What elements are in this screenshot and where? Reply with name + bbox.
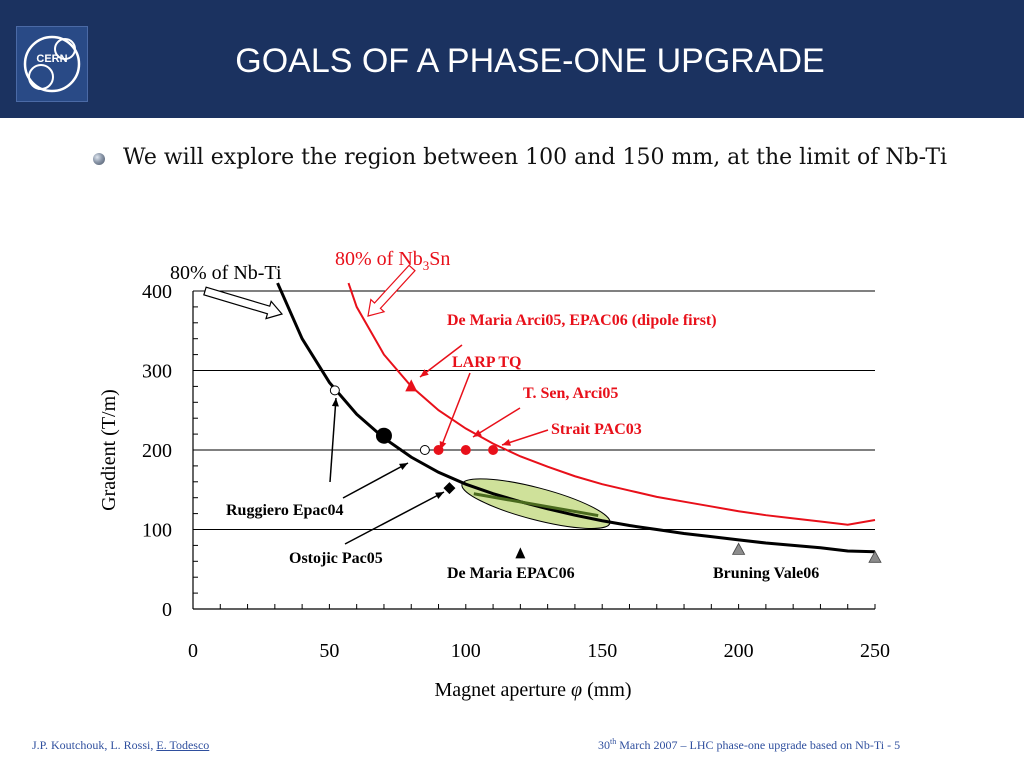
nbti-curve-label: 80% of Nb-Ti [170,262,282,284]
x-tick-label: 250 [860,640,890,662]
footer-date-day: 30 [598,738,610,752]
y-tick-label: 0 [162,599,172,621]
red-dot-point [460,445,471,455]
footer-authors-text: J.P. Koutchouk, L. Rossi, [32,738,157,752]
cern-rings-icon [23,35,81,93]
t-sen-label: T. Sen, Arci05 [523,385,618,402]
nbti-curve [276,282,876,554]
bullet-text: We will explore the region between 100 a… [123,145,948,170]
x-tick-label: 0 [188,640,198,662]
ruggiero-arrow-2 [342,462,409,499]
larp-arrow-2-head [439,441,447,450]
ruggiero-arrow-1 [329,397,337,483]
open-circle-point [329,385,340,396]
big-dot-point [375,427,392,444]
cern-logo: CERN [16,26,88,102]
nb3sn-curve-label: 80% of Nb3Sn [335,248,450,273]
footer-authors: J.P. Koutchouk, L. Rossi, E. Todesco [32,738,209,753]
y-axis-title: Gradient (T/m) [98,389,120,511]
ruggiero-arrow-2-head [399,463,408,471]
bruning-label: Bruning Vale06 [713,565,819,582]
tsen-arrow [472,407,521,438]
black-triangle-point [515,547,526,559]
larp-arrow [419,344,463,378]
ruggiero-label: Ruggiero Epac04 [226,502,343,519]
larp-tq-label: LARP TQ [452,354,522,371]
x-tick-label: 200 [724,640,754,662]
page-title: GOALS OF A PHASE-ONE UPGRADE [235,42,825,80]
strait-arrow-head [502,439,511,446]
red-triangle-point [405,379,418,392]
footer-date-sup: th [610,737,617,746]
gray-triangle-point [731,542,746,555]
ostojic-arrow-head [435,492,444,499]
larp-arrow-2 [439,372,471,451]
tsen-arrow-head [473,429,482,437]
y-tick-label: 200 [142,440,172,462]
nb3sn-label-arrow [367,264,416,317]
ostojic-arrow [344,491,445,545]
ruggiero-arrow-1-head [331,398,339,407]
y-tick-label: 300 [142,361,172,383]
larp-arrow-head [420,369,429,377]
x-tick-label: 150 [587,640,617,662]
y-tick-label: 400 [142,281,172,303]
x-tick-label: 50 [319,640,339,662]
de-maria-arci-label: De Maria Arci05, EPAC06 (dipole first) [447,312,717,329]
nbti-label-arrow [203,286,284,320]
gray-triangle-point [868,550,882,563]
footer-info: 30th March 2007 – LHC phase-one upgrade … [598,737,900,753]
ostojic-label: Ostojic Pac05 [289,550,383,567]
y-tick-label: 100 [142,520,172,542]
target-region-line [473,492,599,518]
x-axis-title: Magnet aperture φ (mm) [434,679,631,701]
open-circle-point [419,445,430,455]
x-tick-label: 100 [451,640,481,662]
logo-text: CERN [36,53,68,65]
diamond-point [443,482,456,495]
red-dot-point [488,445,499,455]
strait-label: Strait PAC03 [551,421,642,438]
footer-author-link: E. Todesco [156,738,210,752]
slide-header: CERN GOALS OF A PHASE-ONE UPGRADE [0,0,1024,118]
bullet-icon [93,153,105,165]
footer-date-rest: March 2007 – LHC phase-one upgrade based… [616,738,901,752]
nb3sn-curve [347,282,876,526]
de-maria-epac-label: De Maria EPAC06 [447,565,575,582]
